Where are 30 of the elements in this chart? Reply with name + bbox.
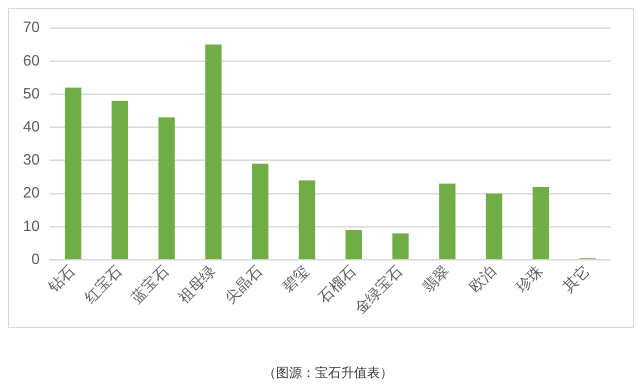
bar: [252, 164, 268, 260]
bar: [64, 88, 82, 260]
bar: [205, 44, 222, 260]
bar: [112, 100, 128, 260]
bar: [532, 186, 550, 260]
bar: [158, 117, 175, 260]
bar: [486, 194, 502, 260]
y-tick-label: 20: [22, 184, 40, 202]
x-tick-label: 碧玺: [278, 262, 313, 296]
x-tick-label: 珍珠: [512, 262, 546, 296]
bar: [392, 233, 409, 260]
bar: [439, 184, 456, 260]
y-tick-label: 0: [31, 250, 40, 268]
x-tick-label: 其它: [559, 262, 594, 296]
x-tick-label: 蓝宝石: [128, 262, 172, 307]
y-tick-label: 30: [22, 152, 40, 169]
y-tick-label: 40: [22, 118, 40, 136]
x-tick-label: 祖母绿: [174, 262, 219, 307]
x-tick-label: 欧泊: [466, 262, 500, 296]
y-tick-label: 50: [22, 85, 40, 102]
y-tick-label: 10: [22, 218, 40, 235]
x-tick-label: 翡翠: [418, 262, 453, 296]
y-tick-label: 60: [22, 52, 40, 70]
x-tick-label: 红宝石: [80, 262, 126, 307]
x-tick-label: 钻石: [44, 262, 79, 297]
text: （图源：宝石升值表）: [262, 365, 394, 382]
x-tick-label: 尖晶石: [221, 262, 266, 307]
bar: [346, 230, 362, 260]
y-tick-label: 70: [22, 19, 40, 36]
bar: [298, 180, 316, 260]
